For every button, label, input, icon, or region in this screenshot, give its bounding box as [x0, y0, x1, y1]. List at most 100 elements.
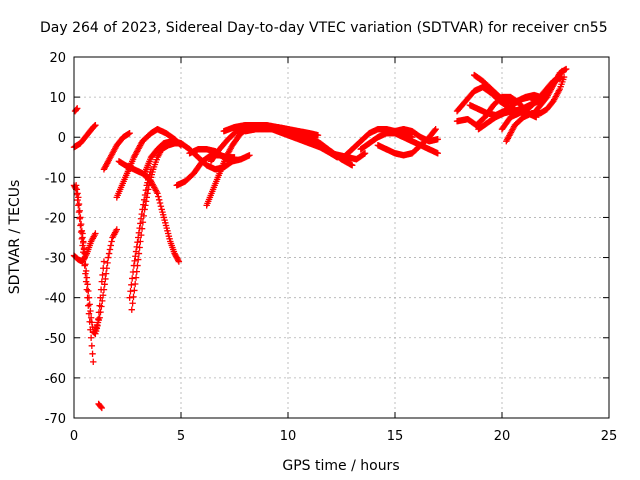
chart-title: Day 264 of 2023, Sidereal Day-to-day VTE…	[40, 20, 608, 36]
data-point	[133, 268, 140, 275]
data-point	[106, 246, 114, 253]
y-tick-label: -20	[45, 211, 66, 226]
series-arc-23	[340, 126, 416, 161]
y-tick-label: -40	[45, 292, 66, 307]
data-point	[76, 215, 83, 222]
series-arc-05	[70, 230, 99, 265]
data-point	[142, 202, 149, 209]
data-point	[139, 219, 147, 226]
data-point	[135, 250, 143, 257]
data-point	[105, 254, 112, 261]
series-arc-21	[263, 123, 322, 139]
x-tick-label: 15	[387, 429, 404, 444]
data-point	[97, 308, 104, 316]
series-arc-26	[391, 126, 441, 145]
x-tick-label: 5	[177, 429, 185, 444]
data-point	[143, 194, 150, 201]
data-point	[133, 243, 140, 251]
data-point	[156, 199, 164, 207]
data-point	[128, 306, 135, 313]
data-point	[157, 203, 165, 210]
data-point	[74, 105, 81, 112]
data-point	[97, 403, 105, 411]
data-point	[86, 301, 93, 308]
y-tick-label: 20	[49, 51, 66, 66]
y-tick-label: -50	[45, 332, 66, 347]
data-point	[127, 288, 134, 295]
series-arc-33	[503, 73, 568, 145]
data-point	[154, 190, 161, 197]
data-point	[100, 258, 108, 265]
data-point	[144, 190, 151, 197]
data-point	[99, 292, 107, 299]
series-arc-25	[374, 126, 439, 159]
data-point	[349, 162, 356, 169]
data-point	[90, 123, 98, 130]
data-point	[140, 212, 147, 220]
data-point	[134, 238, 141, 246]
tick-layer: 0 5 10 15 20 25 -70 -60 -50 -40 -30 -20 -10 0 10 20	[45, 51, 618, 444]
data-point	[132, 253, 139, 260]
series-arc-09	[100, 130, 133, 173]
x-tick-label: 25	[601, 429, 618, 444]
series-arc-08	[92, 226, 120, 333]
series-arc-34	[530, 65, 570, 117]
data-point	[98, 404, 106, 412]
data-point	[81, 254, 88, 261]
data-point	[89, 350, 96, 358]
y-axis-label: SDTVAR / TECUs	[7, 180, 23, 295]
data-point	[132, 274, 140, 281]
data-point	[138, 225, 146, 232]
data-point	[131, 257, 138, 265]
data-point	[434, 150, 441, 157]
data-point	[77, 214, 84, 221]
data-point	[142, 198, 150, 205]
data-point	[130, 293, 137, 301]
data-point	[85, 287, 92, 295]
data-point	[126, 294, 133, 301]
data-point	[104, 259, 111, 267]
x-tick-label: 10	[280, 429, 297, 444]
data-point	[132, 280, 139, 288]
data-point	[75, 194, 82, 201]
data-point	[102, 275, 109, 283]
data-point	[155, 196, 163, 203]
y-tick-label: -60	[45, 372, 66, 387]
data-point	[75, 202, 82, 209]
data-point	[87, 334, 95, 341]
data-point	[79, 230, 86, 237]
data-point	[92, 121, 99, 129]
data-point	[136, 244, 143, 251]
data-point	[99, 271, 106, 279]
data-point	[141, 206, 148, 213]
data-point	[88, 319, 96, 326]
data-point	[83, 274, 91, 281]
series-arc-01	[71, 105, 81, 115]
data-point	[85, 302, 92, 309]
data-point	[92, 230, 99, 237]
data-point	[113, 226, 120, 233]
data-point	[91, 122, 98, 130]
data-point	[107, 242, 115, 249]
data-point	[137, 238, 144, 245]
data-point	[103, 265, 111, 272]
data-point	[87, 314, 95, 321]
y-tick-label: -10	[45, 171, 66, 186]
data-point	[131, 287, 138, 294]
data-point	[100, 286, 108, 293]
data-point	[75, 200, 83, 208]
data-point	[77, 222, 84, 229]
data-point	[81, 262, 88, 269]
data-point	[560, 73, 568, 81]
data-point	[76, 207, 83, 214]
series-arc-12	[128, 140, 185, 313]
data-point	[129, 300, 136, 307]
series-arc-17	[203, 121, 270, 209]
data-point	[134, 262, 141, 269]
data-point	[74, 190, 81, 197]
data-point	[246, 152, 253, 159]
y-tick-label: -70	[45, 412, 66, 427]
data-point	[96, 314, 103, 321]
data-point	[77, 228, 85, 236]
